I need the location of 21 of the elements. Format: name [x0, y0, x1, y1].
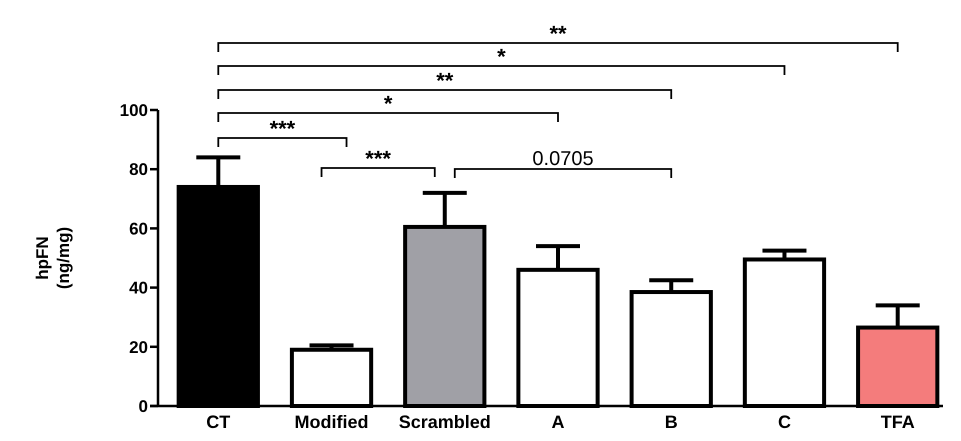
text: ** — [549, 21, 567, 46]
y-tick-label: 60 — [129, 219, 148, 238]
text: ** — [436, 68, 454, 93]
y-tick-label: 80 — [129, 160, 148, 180]
x-tick-label: TFA — [880, 412, 915, 432]
text: * — [497, 44, 506, 69]
x-tick-label: Modified — [294, 412, 369, 432]
y-tick-label: 100 — [120, 100, 148, 120]
y-tick-label: 40 — [129, 278, 148, 298]
x-tick-label: A — [552, 412, 564, 432]
y-axis-title: hpFN (ng/mg) — [33, 226, 73, 290]
y-tick-label: 0 — [138, 396, 148, 416]
x-tick-label: B — [664, 412, 678, 432]
annotation: 0.0705 — [532, 148, 594, 170]
annotation: *** — [365, 146, 392, 171]
annotation: *** — [270, 116, 296, 141]
x-tick-label: C — [778, 412, 791, 432]
annotation: * — [384, 91, 393, 116]
y-tick-label: 20 — [129, 338, 148, 357]
x-tick-label: Scrambled — [398, 412, 491, 432]
x-tick-label: CT — [206, 412, 230, 432]
